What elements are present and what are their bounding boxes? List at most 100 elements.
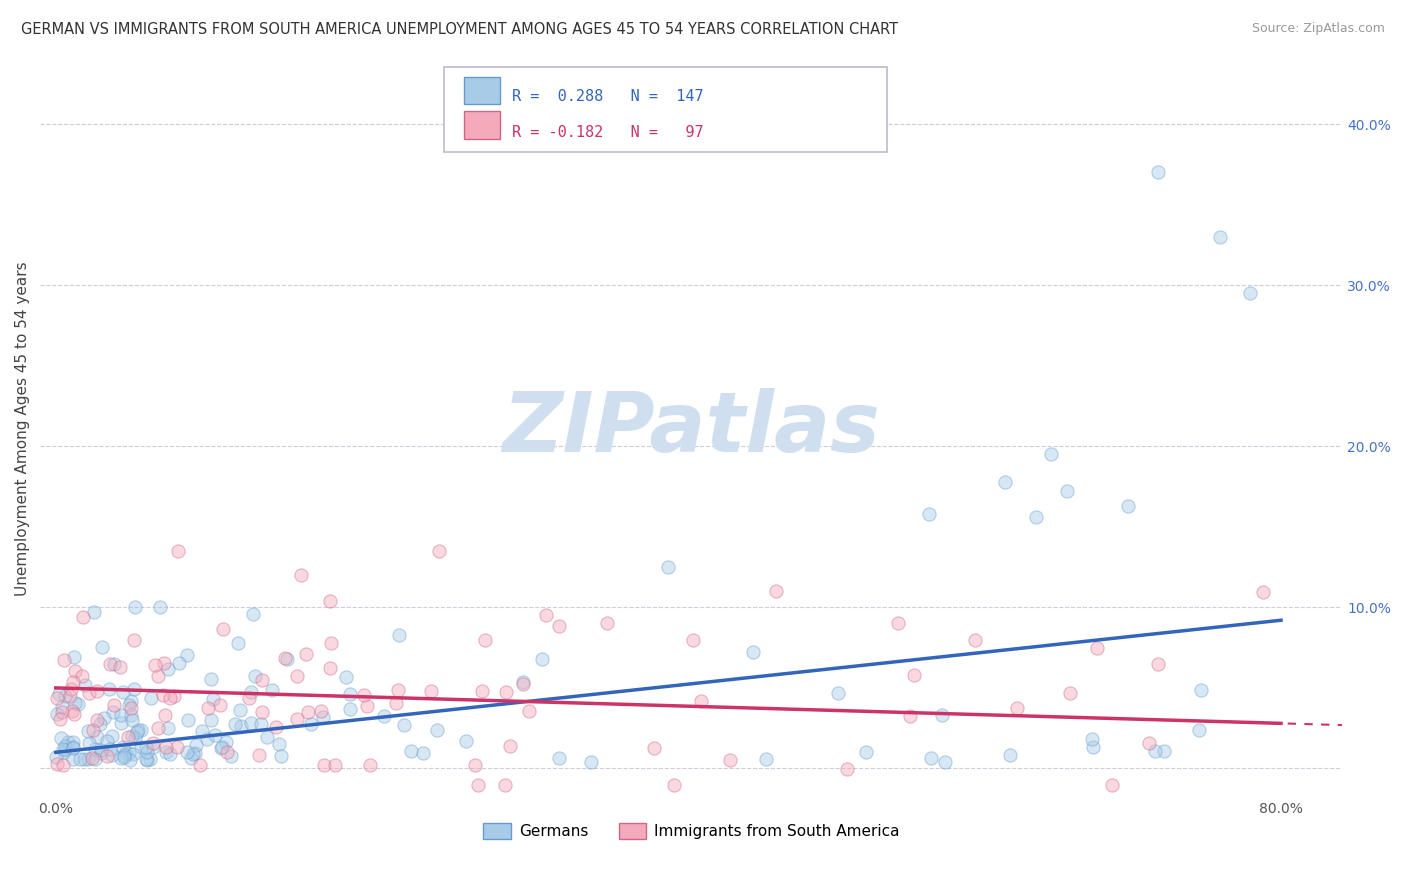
Point bbox=[98, 742, 121, 756]
Point bbox=[70, 668, 93, 682]
Point bbox=[420, 684, 443, 698]
Point bbox=[96, 734, 118, 748]
Point bbox=[76, 752, 98, 766]
Point bbox=[146, 669, 169, 683]
Point bbox=[898, 709, 921, 723]
Point bbox=[471, 683, 494, 698]
Point bbox=[56, 735, 79, 749]
Point bbox=[285, 712, 308, 726]
Point bbox=[122, 633, 145, 648]
Point bbox=[188, 758, 211, 772]
Point bbox=[60, 681, 83, 696]
Point bbox=[115, 746, 138, 760]
Point bbox=[963, 632, 986, 647]
Point bbox=[51, 699, 73, 714]
Point bbox=[155, 739, 177, 754]
Point bbox=[273, 650, 295, 665]
Point bbox=[385, 696, 408, 710]
Point bbox=[359, 758, 381, 772]
Point bbox=[228, 635, 250, 649]
Point bbox=[299, 717, 322, 731]
Point bbox=[1153, 744, 1175, 758]
Point bbox=[103, 657, 125, 671]
Point bbox=[117, 730, 139, 744]
Point bbox=[124, 731, 146, 745]
Point bbox=[135, 752, 157, 766]
Point bbox=[387, 682, 409, 697]
Point bbox=[90, 640, 112, 654]
Point bbox=[180, 750, 202, 764]
Point bbox=[63, 665, 86, 679]
Point bbox=[353, 688, 375, 702]
Point bbox=[212, 622, 235, 636]
Point bbox=[229, 703, 252, 717]
Point bbox=[270, 748, 292, 763]
Point bbox=[1239, 286, 1261, 301]
Point bbox=[127, 725, 149, 739]
Point bbox=[1209, 229, 1232, 244]
Point bbox=[339, 687, 361, 701]
Point bbox=[73, 752, 96, 766]
Point bbox=[139, 752, 162, 766]
Legend: Germans, Immigrants from South America: Germans, Immigrants from South America bbox=[478, 817, 905, 845]
Point bbox=[742, 645, 765, 659]
Point bbox=[252, 673, 274, 687]
Point bbox=[90, 747, 112, 761]
Point bbox=[1005, 701, 1028, 715]
Point bbox=[167, 656, 190, 670]
Point bbox=[267, 737, 290, 751]
Point bbox=[121, 714, 143, 728]
Point bbox=[62, 751, 84, 765]
Point bbox=[117, 698, 139, 713]
Point bbox=[412, 746, 434, 760]
Point bbox=[755, 752, 778, 766]
Point bbox=[101, 706, 124, 720]
Point bbox=[689, 694, 711, 708]
Text: Source: ZipAtlas.com: Source: ZipAtlas.com bbox=[1251, 22, 1385, 36]
Point bbox=[250, 717, 273, 731]
Point bbox=[426, 723, 449, 737]
Point bbox=[211, 740, 233, 755]
Point bbox=[48, 687, 70, 701]
Point bbox=[195, 731, 218, 746]
Point bbox=[62, 735, 84, 749]
Point bbox=[76, 724, 98, 739]
Point bbox=[45, 706, 67, 721]
Point bbox=[155, 745, 177, 759]
Point bbox=[62, 704, 84, 718]
Point bbox=[256, 730, 278, 744]
Point bbox=[120, 701, 142, 715]
Point bbox=[149, 600, 172, 615]
Point bbox=[290, 568, 312, 582]
Point bbox=[84, 752, 107, 766]
Point bbox=[49, 731, 72, 746]
Point bbox=[519, 704, 541, 718]
Point bbox=[499, 739, 522, 753]
Point bbox=[122, 682, 145, 697]
Point bbox=[209, 740, 232, 755]
Point bbox=[111, 685, 134, 699]
Point bbox=[388, 628, 411, 642]
Point bbox=[662, 778, 685, 792]
Point bbox=[294, 647, 316, 661]
Point bbox=[464, 758, 486, 772]
Point bbox=[494, 778, 516, 792]
Point bbox=[474, 632, 496, 647]
Point bbox=[98, 657, 121, 671]
Point bbox=[467, 778, 489, 792]
FancyBboxPatch shape bbox=[444, 67, 887, 152]
Point bbox=[62, 739, 84, 754]
Point bbox=[142, 740, 165, 755]
Point bbox=[285, 668, 308, 682]
Point bbox=[176, 745, 198, 759]
Point bbox=[217, 745, 239, 759]
Point bbox=[101, 729, 124, 743]
Point bbox=[69, 752, 91, 766]
Point bbox=[1025, 510, 1047, 524]
Point bbox=[855, 745, 877, 759]
Point bbox=[224, 717, 246, 731]
Point bbox=[297, 705, 319, 719]
Point bbox=[153, 657, 176, 671]
Point bbox=[1147, 165, 1170, 179]
Point bbox=[1143, 744, 1166, 758]
